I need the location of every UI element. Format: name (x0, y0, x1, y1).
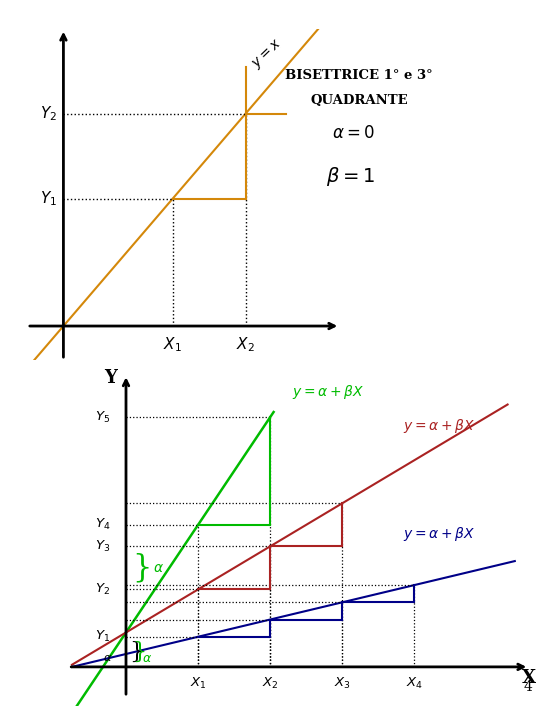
Text: $X_2$: $X_2$ (262, 675, 278, 690)
Text: $\alpha = 0$: $\alpha = 0$ (332, 125, 375, 142)
Text: $Y_4$: $Y_4$ (94, 518, 110, 533)
Text: $X_3$: $X_3$ (334, 675, 350, 690)
Text: $Y_1$: $Y_1$ (95, 629, 110, 644)
Text: $Y_1$: $Y_1$ (40, 189, 57, 208)
Text: $\alpha$: $\alpha$ (142, 652, 152, 665)
Text: $Y_2$: $Y_2$ (40, 104, 57, 123)
Text: $X_2$: $X_2$ (236, 336, 255, 354)
Text: 4: 4 (523, 680, 532, 693)
Text: $\alpha$: $\alpha$ (153, 561, 164, 575)
Text: Y: Y (104, 369, 117, 387)
Text: $\beta = 1$: $\beta = 1$ (327, 165, 375, 188)
Text: $Y_5$: $Y_5$ (95, 410, 110, 425)
Text: BISETTRICE 1° e 3°: BISETTRICE 1° e 3° (285, 69, 433, 82)
Text: $y = \alpha + \beta X$: $y = \alpha + \beta X$ (403, 418, 476, 436)
Text: $y = \alpha + \beta X$: $y = \alpha + \beta X$ (292, 383, 364, 401)
Text: X: X (522, 669, 536, 687)
Text: $\alpha$: $\alpha$ (104, 653, 112, 663)
Text: $Y_3$: $Y_3$ (95, 539, 110, 554)
Text: $y = x$: $y = x$ (249, 36, 286, 72)
Text: $X_4$: $X_4$ (406, 675, 422, 690)
Text: QUADRANTE: QUADRANTE (310, 94, 408, 107)
Text: $X_1$: $X_1$ (190, 675, 206, 690)
Text: $y = \alpha + \beta X$: $y = \alpha + \beta X$ (403, 525, 476, 543)
Text: $Y_2$: $Y_2$ (95, 582, 110, 597)
Text: }: } (132, 641, 146, 663)
Text: }: } (130, 641, 144, 663)
Text: $X_1$: $X_1$ (163, 336, 182, 354)
Text: }: } (132, 552, 151, 583)
